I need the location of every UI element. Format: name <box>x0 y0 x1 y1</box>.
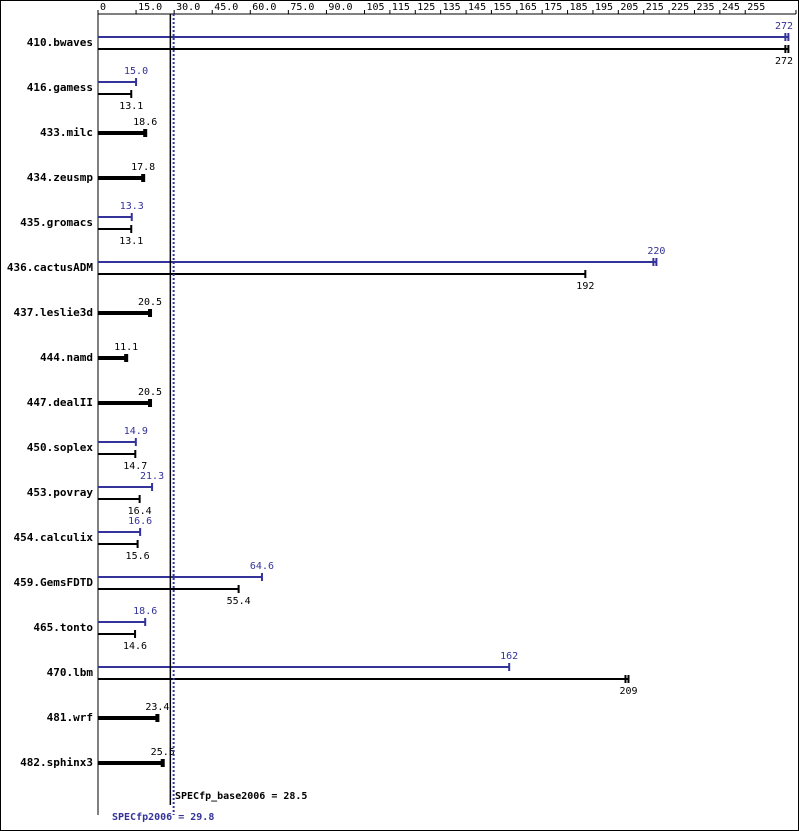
x-tick-label: 205 <box>620 2 638 13</box>
bar <box>98 663 511 671</box>
x-tick-label: 165 <box>519 2 537 13</box>
value-label: 14.6 <box>123 641 147 652</box>
x-tick-label: 60.0 <box>252 2 276 13</box>
x-tick-label: 185 <box>570 2 588 13</box>
bar <box>98 90 133 98</box>
reference-label: SPECfp_base2006 = 28.5 <box>175 791 307 802</box>
value-label: 220 <box>647 246 665 257</box>
value-label: 16.4 <box>128 506 152 517</box>
category-label: 459.GemsFDTD <box>14 576 94 589</box>
bar <box>98 258 658 266</box>
value-label: 21.3 <box>140 471 164 482</box>
bar <box>98 354 129 362</box>
x-tick-label: 225 <box>671 2 689 13</box>
value-label: 20.5 <box>138 387 162 398</box>
bar <box>98 129 148 137</box>
bar <box>98 495 141 503</box>
x-tick-label: 45.0 <box>214 2 238 13</box>
bar <box>98 573 263 581</box>
x-tick-label: 105 <box>367 2 385 13</box>
value-label: 272 <box>775 21 793 32</box>
x-tick-label: 15.0 <box>138 2 162 13</box>
x-tick-label: 145 <box>468 2 486 13</box>
bar <box>98 78 138 86</box>
value-label: 272 <box>775 56 793 67</box>
bar <box>98 225 133 233</box>
value-label: 55.4 <box>227 596 251 607</box>
x-tick-label: 90.0 <box>328 2 352 13</box>
bar <box>98 33 790 41</box>
category-label: 470.lbm <box>47 666 94 679</box>
x-tick-label: 155 <box>493 2 511 13</box>
category-label: 450.soplex <box>27 441 94 454</box>
x-tick-label: 215 <box>646 2 664 13</box>
value-label: 15.0 <box>124 66 148 77</box>
value-label: 18.6 <box>133 606 157 617</box>
value-label: 11.1 <box>114 342 138 353</box>
category-label: 482.sphinx3 <box>20 756 93 769</box>
category-label: 410.bwaves <box>27 36 93 49</box>
category-label: 465.tonto <box>33 621 93 634</box>
category-label: 416.gamess <box>27 81 93 94</box>
value-label: 13.1 <box>119 236 143 247</box>
x-tick-label: 135 <box>443 2 461 13</box>
x-tick-label: 195 <box>595 2 613 13</box>
value-label: 162 <box>500 651 518 662</box>
bar <box>98 585 240 593</box>
bar <box>98 630 137 638</box>
x-tick-label: 235 <box>696 2 714 13</box>
bar <box>98 483 154 491</box>
bar <box>98 309 153 317</box>
category-label: 435.gromacs <box>20 216 93 229</box>
category-label: 454.calculix <box>14 531 94 544</box>
bar <box>98 438 137 446</box>
value-label: 192 <box>576 281 594 292</box>
value-label: 20.5 <box>138 297 162 308</box>
bar <box>98 675 630 683</box>
value-label: 15.6 <box>126 551 150 562</box>
x-tick-label: 245 <box>722 2 740 13</box>
value-label: 209 <box>619 686 637 697</box>
x-tick-label: 255 <box>747 2 765 13</box>
category-label: 453.povray <box>27 486 94 499</box>
reference-label: SPECfp2006 = 29.8 <box>112 812 214 823</box>
bar <box>98 528 142 536</box>
bar <box>98 618 147 626</box>
value-label: 17.8 <box>131 162 155 173</box>
category-label: 437.leslie3d <box>14 306 93 319</box>
value-label: 64.6 <box>250 561 274 572</box>
x-tick-label: 115 <box>392 2 410 13</box>
bar <box>98 714 160 722</box>
x-tick-label: 30.0 <box>176 2 200 13</box>
value-label: 13.1 <box>119 101 143 112</box>
category-label: 481.wrf <box>47 711 93 724</box>
x-tick-label: 75.0 <box>290 2 314 13</box>
category-label: 447.dealII <box>27 396 93 409</box>
value-label: 14.9 <box>124 426 148 437</box>
bar <box>98 399 153 407</box>
bar <box>98 45 790 53</box>
category-label: 433.milc <box>40 126 93 139</box>
value-label: 16.6 <box>128 516 152 527</box>
bar <box>98 174 146 182</box>
bar <box>98 270 587 278</box>
value-label: 14.7 <box>123 461 147 472</box>
value-label: 23.4 <box>145 702 169 713</box>
x-tick-label: 0 <box>100 2 106 13</box>
category-label: 434.zeusmp <box>27 171 94 184</box>
value-label: 25.5 <box>151 747 175 758</box>
bar <box>98 213 133 221</box>
category-label: 444.namd <box>40 351 93 364</box>
bar <box>98 540 139 548</box>
x-tick-label: 125 <box>417 2 435 13</box>
x-tick-label: 175 <box>544 2 562 13</box>
category-label: 436.cactusADM <box>7 261 93 274</box>
value-label: 13.3 <box>120 201 144 212</box>
bar <box>98 759 165 767</box>
bar <box>98 450 137 458</box>
value-label: 18.6 <box>133 117 157 128</box>
